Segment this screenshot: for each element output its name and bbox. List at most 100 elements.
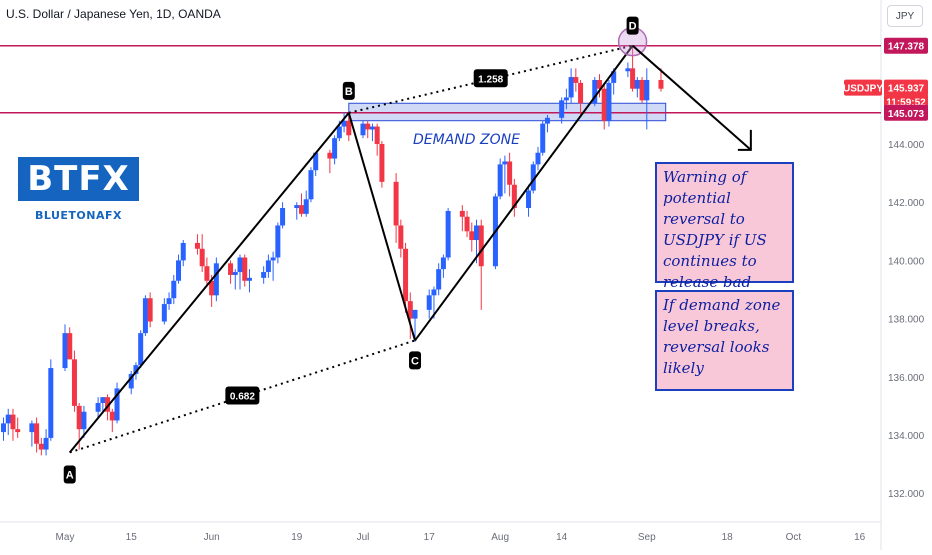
candle-body xyxy=(327,152,333,159)
candle-body xyxy=(265,260,271,273)
candle-body xyxy=(176,260,182,281)
price-label-text: 11:59:52 xyxy=(886,98,926,109)
candle-body xyxy=(530,164,536,191)
pattern-leg xyxy=(347,112,416,341)
candle-body xyxy=(431,289,437,296)
candle-body xyxy=(166,298,172,305)
candle-body xyxy=(346,120,352,136)
candle-body xyxy=(526,190,532,209)
candle-body xyxy=(658,79,664,89)
note-demand-break: If demand zone level breaks, reversal lo… xyxy=(655,290,794,391)
candle-body xyxy=(228,263,234,275)
projection-arrowhead xyxy=(737,129,752,151)
x-tick-label: 14 xyxy=(556,532,568,543)
candle-body xyxy=(95,402,101,412)
candle-body xyxy=(81,411,87,430)
x-tick-label: Aug xyxy=(491,532,509,543)
candle-body xyxy=(578,82,584,104)
candle-body xyxy=(360,123,366,136)
candle-body xyxy=(403,248,409,302)
candle-body xyxy=(67,333,73,360)
y-tick-label: 136.000 xyxy=(888,373,925,384)
candle-body xyxy=(171,280,177,299)
point-label-text: C xyxy=(411,355,419,367)
pattern-leg xyxy=(68,112,350,454)
candle-body xyxy=(644,79,650,101)
logo-sub-text: BLUETONAFX xyxy=(34,209,123,222)
candle-body xyxy=(280,208,286,226)
price-label-text: 147.378 xyxy=(888,42,925,53)
candle-body xyxy=(48,368,54,438)
candle-body xyxy=(209,280,215,296)
candle-body xyxy=(180,242,186,261)
candle-body xyxy=(303,199,309,214)
candle-body xyxy=(199,248,205,267)
candle-body xyxy=(365,123,371,130)
x-tick-label: Jul xyxy=(357,532,370,543)
candle-body xyxy=(38,443,44,450)
point-label-box xyxy=(409,351,422,370)
ratio-label-box xyxy=(225,386,260,405)
candle-body xyxy=(379,144,385,182)
candle-body xyxy=(336,126,342,139)
candle-body xyxy=(568,77,574,98)
candle-body xyxy=(10,414,16,430)
candle-body xyxy=(478,225,484,267)
candle-body xyxy=(464,216,470,232)
demand-zone-layer xyxy=(348,102,667,122)
candle-body xyxy=(544,117,550,124)
candle-body xyxy=(563,97,569,101)
candle-body xyxy=(5,414,11,424)
demand-zone-rect xyxy=(348,102,667,122)
candle-body xyxy=(242,257,248,281)
price-label-box xyxy=(844,79,882,96)
x-tick-label: May xyxy=(56,532,75,543)
x-tick-label: 16 xyxy=(854,532,866,543)
candle-body xyxy=(308,170,314,200)
candle-body xyxy=(1,423,7,433)
candle-body xyxy=(213,263,219,296)
candle-body xyxy=(138,333,144,366)
logo-main-text: BTFX xyxy=(18,157,139,201)
symbol-title: U.S. Dollar / Japanese Yen, 1D, OANDA xyxy=(6,7,221,21)
currency-button[interactable]: JPY xyxy=(887,5,923,27)
pattern-layer: A B C D 1.258 0.682 xyxy=(63,16,752,484)
candle-body xyxy=(511,184,517,209)
brand-logo: BTFX BLUETONAFX xyxy=(18,157,139,222)
demand-zone-label: DEMAND ZONE xyxy=(413,132,520,148)
candle-body xyxy=(133,365,139,374)
point-label-box xyxy=(63,465,76,484)
candle-body xyxy=(374,126,380,144)
projection-line xyxy=(631,44,752,151)
candle-body xyxy=(369,126,375,130)
pattern-leg xyxy=(414,45,634,342)
price-label-text: 145.073 xyxy=(888,109,925,120)
candle-body xyxy=(341,120,347,127)
y-tick-label: 138.000 xyxy=(888,315,925,326)
candle-body xyxy=(128,373,134,389)
point-label-text: D xyxy=(629,21,637,33)
candle-body xyxy=(540,123,546,153)
candle-body xyxy=(630,68,636,89)
candle-body xyxy=(440,257,446,270)
candle-body xyxy=(596,79,602,89)
point-label-box xyxy=(626,16,639,35)
candle-body xyxy=(436,269,442,290)
candle-body xyxy=(204,266,210,281)
candle-body xyxy=(535,152,541,165)
point-label-text: B xyxy=(345,86,353,98)
candle-body xyxy=(109,411,115,421)
candle-body xyxy=(237,257,243,273)
candle-body xyxy=(407,301,413,319)
ratio-label-text: 0.682 xyxy=(230,391,255,402)
candle-body xyxy=(592,79,598,104)
candle-body xyxy=(445,210,451,258)
candle-body xyxy=(398,225,404,249)
candle-body xyxy=(114,388,120,421)
candle-body xyxy=(459,210,465,217)
point-label-text: A xyxy=(66,469,74,481)
candle-body xyxy=(332,138,338,159)
